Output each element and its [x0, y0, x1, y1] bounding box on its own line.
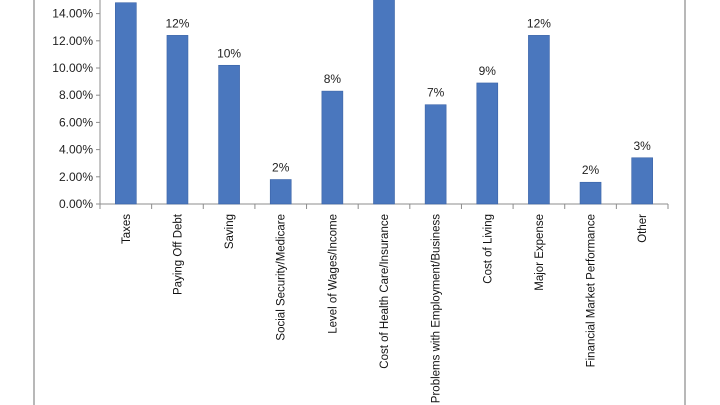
bar — [579, 181, 602, 205]
data-label: 2% — [272, 161, 290, 175]
data-label: 8% — [324, 72, 342, 86]
y-tick-label: 6.00% — [59, 115, 93, 129]
category-label: Other — [637, 214, 649, 243]
category-label: Saving — [224, 214, 236, 249]
bar — [424, 104, 447, 205]
data-labels: 12% 10% 2% 8% 7% 9% 12% 2% 3% — [165, 16, 651, 177]
y-tick-label: 14.00% — [52, 7, 93, 21]
category-label: Social Security/Medicare — [276, 214, 288, 341]
category-label: Problems with Employment/Business — [431, 214, 443, 403]
data-label: 12% — [165, 16, 189, 30]
bar — [631, 157, 653, 205]
bar — [321, 90, 344, 205]
data-label: 9% — [479, 64, 497, 78]
bar — [269, 179, 292, 205]
category-label: Cost of Living — [482, 214, 494, 284]
bar — [166, 35, 189, 205]
category-label: Level of Wages/Income — [327, 214, 339, 334]
data-label: 12% — [527, 16, 551, 30]
y-tick-label: 8.00% — [59, 88, 93, 102]
category-label: Paying Off Debt — [172, 213, 184, 295]
y-tick-label: 10.00% — [52, 61, 93, 75]
bar — [218, 64, 240, 205]
data-label: 7% — [427, 86, 445, 100]
data-label: 2% — [582, 163, 600, 177]
y-tick-label: 12.00% — [52, 34, 93, 48]
category-label: Financial Market Performance — [586, 214, 598, 367]
bar — [373, 0, 395, 205]
y-axis: 0.00% 2.00% 4.00% 6.00% 8.00% 10.00% 12.00% 14.… — [52, 0, 101, 211]
bar — [528, 35, 550, 205]
y-tick-label: 4.00% — [59, 143, 93, 157]
data-label: 3% — [634, 139, 652, 153]
y-tick-label: 2.00% — [59, 170, 93, 184]
bars — [115, 0, 653, 205]
category-label: Cost of Health Care/Insurance — [379, 214, 391, 369]
category-labels: Taxes Paying Off Debt Saving Social Securit… — [121, 213, 649, 403]
category-label: Taxes — [121, 214, 133, 244]
y-tick-label: 0.00% — [59, 197, 93, 211]
chart-frame — [33, 0, 686, 405]
x-axis — [99, 203, 669, 209]
category-label: Major Expense — [534, 214, 546, 291]
data-label: 10% — [217, 46, 241, 60]
bar — [115, 2, 137, 205]
bar — [476, 82, 499, 205]
